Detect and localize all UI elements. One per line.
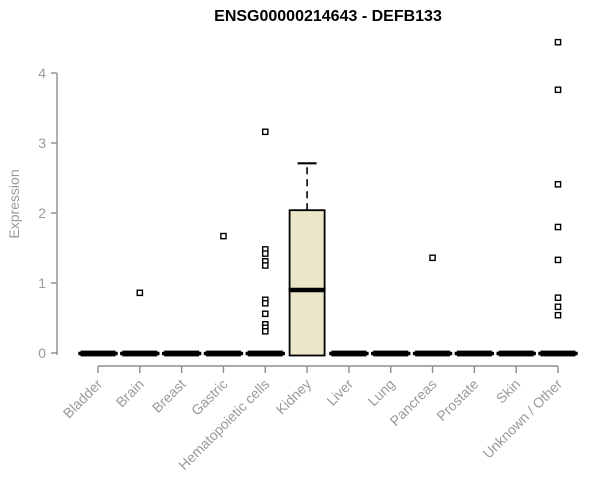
x-tick-label: Unknown / Other [480,376,566,462]
collapsed-box [540,350,576,357]
outlier-point [261,310,269,318]
outlier-point [554,86,562,94]
outlier-point [220,232,227,240]
box-hematopoietic-cells [245,128,285,357]
box-pancreas [412,254,453,357]
outlier-point [261,250,269,257]
x-tick-label: Skin [493,376,524,407]
y-tick-label: 4 [38,65,46,81]
outlier-point [554,311,562,319]
x-tick-label: Breast [149,376,189,416]
collapsed-box [331,350,367,357]
collapsed-box [247,350,283,357]
box-unknown-other [538,38,578,357]
outlier-point [554,256,562,264]
box-kidney [288,162,326,357]
collapsed-box [498,350,534,357]
x-tick-label: Prostate [433,376,481,424]
outlier-point [554,303,562,311]
box-lung [371,350,411,357]
box-brain [120,289,160,357]
outlier-point [261,328,269,335]
box-bladder [78,350,118,357]
x-tick-label: Bladder [60,376,106,422]
box-prostate [454,350,495,357]
box-liver [329,350,369,357]
box-rect [288,209,326,357]
y-tick-label: 3 [38,135,46,151]
outlier-point [554,180,562,188]
collapsed-box [122,350,158,357]
x-tick-label: Liver [323,376,356,409]
collapsed-box [164,350,200,357]
outlier-point [554,294,562,302]
outlier-point [554,223,562,231]
y-axis-label: Expression [6,169,22,239]
outlier-point [429,254,436,262]
collapsed-box [80,350,116,357]
y-tick-label: 0 [38,345,46,361]
collapsed-box [456,350,492,357]
y-tick-label: 1 [38,275,46,291]
y-tick-label: 2 [38,205,46,221]
box-skin [496,350,536,357]
outlier-point [554,38,562,46]
x-tick-label: Lung [365,376,398,409]
outlier-point [261,262,269,269]
x-tick-label: Kidney [273,376,315,418]
outlier-point [136,289,144,297]
outlier-point [261,128,269,136]
box-gastric [203,232,244,357]
outlier-point [261,300,269,307]
chart-title: ENSG00000214643 - DEFB133 [214,8,442,25]
collapsed-box [415,350,451,357]
box-breast [161,350,202,357]
collapsed-box [205,350,241,357]
x-tick-label: Brain [113,376,147,410]
collapsed-box [373,350,409,357]
